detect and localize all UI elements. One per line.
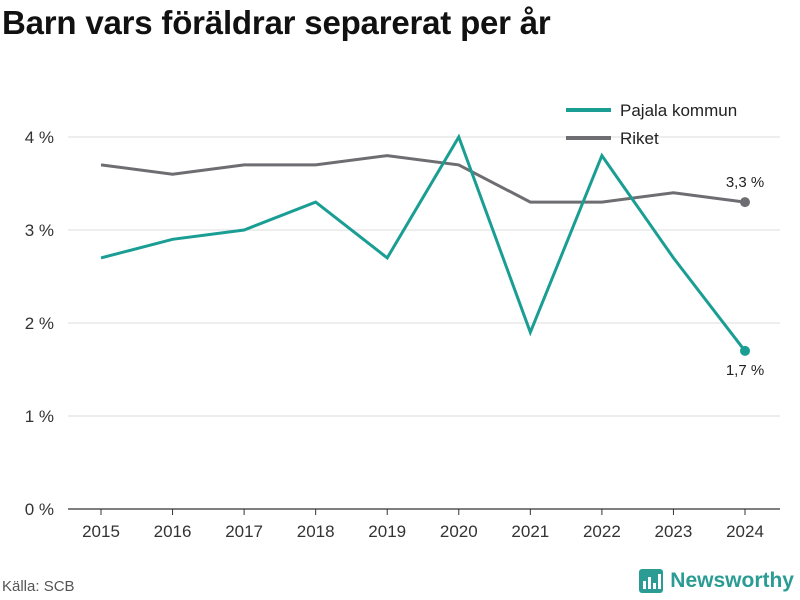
- series-end-marker: [740, 197, 750, 208]
- y-tick-label: 4 %: [25, 128, 54, 147]
- series-line: [100, 154, 746, 204]
- y-tick-label: 3 %: [25, 221, 54, 240]
- x-tick-label: 2023: [655, 522, 693, 541]
- x-tick-label: 2015: [82, 522, 120, 541]
- x-tick-label: 2017: [225, 522, 263, 541]
- x-tick-label: 2019: [368, 522, 406, 541]
- x-tick-label: 2016: [154, 522, 192, 541]
- source-note: Källa: SCB: [2, 578, 75, 595]
- series-end-marker: [740, 345, 750, 356]
- x-tick-label: 2024: [726, 522, 764, 541]
- series-line: [100, 133, 747, 352]
- chart-title: Barn vars föräldrar separerat per år: [2, 4, 551, 41]
- x-tick-label: 2021: [511, 522, 549, 541]
- series-end-label: 3,3 %: [726, 174, 764, 191]
- y-tick-label: 0 %: [25, 500, 54, 519]
- x-tick-label: 2018: [297, 522, 335, 541]
- brand-name: Newsworthy: [670, 569, 794, 592]
- line-chart: 0 % 1 % 2 % 3 % 4 % 2015 2016 2017 2018 2019 2020 2…: [25, 101, 780, 541]
- newsworthy-logo-icon: [639, 569, 664, 593]
- series-end-label: 1,7 %: [726, 362, 764, 379]
- axes: 0 % 1 % 2 % 3 % 4 % 2015 2016 2017 2018 2019 2020 2…: [25, 128, 764, 541]
- y-tick-label: 1 %: [25, 407, 54, 426]
- legend-label: Riket: [620, 129, 659, 148]
- legend-label: Pajala kommun: [620, 101, 737, 120]
- y-tick-label: 2 %: [25, 314, 54, 333]
- x-tick-label: 2022: [583, 522, 621, 541]
- legend: Pajala kommun Riket: [566, 101, 737, 148]
- x-tick-label: 2020: [440, 522, 478, 541]
- gridlines: [68, 136, 780, 510]
- series-lines: 3,3 % 1,7 %: [100, 133, 764, 379]
- brand-logo: Newsworthy: [638, 568, 794, 594]
